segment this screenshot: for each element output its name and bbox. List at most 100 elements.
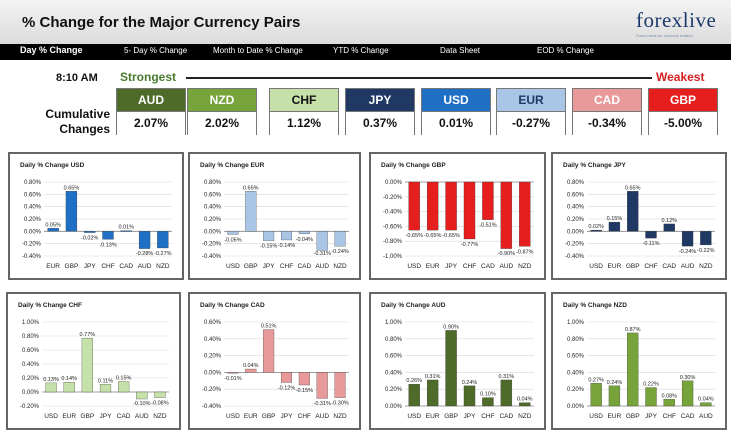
- y-tick-label: -0.20%: [565, 242, 585, 248]
- y-tick-label: -0.20%: [202, 242, 222, 248]
- data-label: 0.90%: [443, 324, 459, 330]
- x-tick-label: EUR: [608, 263, 622, 270]
- bar: [700, 402, 712, 407]
- bar: [590, 229, 602, 232]
- chart-title: Daily % Change EUR: [200, 162, 265, 169]
- x-tick-label: USD: [589, 263, 603, 270]
- bar: [245, 191, 257, 232]
- chart-gbp: 0.00% -0.20% -0.40% -0.60% -0.80% -1.00% -0.65…: [383, 180, 534, 270]
- bar: [426, 379, 439, 407]
- data-label: 0.24%: [462, 380, 478, 386]
- y-tick-label: 0.40%: [567, 370, 585, 376]
- x-tick-label: GBP: [80, 413, 94, 420]
- data-label: 0.15%: [607, 216, 623, 222]
- x-tick-label: JPY: [445, 263, 458, 270]
- chart-title: Daily % Change USD: [20, 162, 85, 169]
- chart-nzd: 1.00% 0.80% 0.60% 0.40% 0.20% 0.00% 0.27% USD 0.…: [567, 320, 715, 420]
- data-label: 0.13%: [43, 377, 59, 383]
- currency-box-cad: CAD -0.34%: [572, 88, 642, 135]
- x-tick-label: EUR: [46, 263, 60, 270]
- y-tick-label: 0.00%: [567, 404, 585, 410]
- chart-aud: 1.00% 0.80% 0.60% 0.40% 0.20% 0.00% 0.26% USD 0.…: [385, 320, 534, 420]
- bar: [645, 387, 657, 407]
- x-tick-label: GBP: [244, 263, 258, 270]
- bar: [482, 181, 494, 220]
- logo-text: forexlive: [636, 8, 717, 32]
- x-tick-label: CAD: [681, 413, 695, 420]
- currency-code: EUR: [497, 89, 565, 111]
- data-label: -0.65%: [405, 233, 423, 239]
- bar: [590, 383, 602, 407]
- chart-panel-gbp: Daily % Change GBP 0.00% -0.20% -0.40% -0.6…: [369, 152, 546, 280]
- y-tick-label: 0.80%: [567, 180, 585, 186]
- y-tick-label: 0.80%: [24, 180, 42, 186]
- x-tick-label: CHF: [101, 263, 114, 270]
- time-stamp: 8:10 AM: [56, 72, 98, 84]
- data-label: -0.65%: [424, 233, 442, 239]
- ranking-line: [186, 77, 652, 79]
- currency-box-jpy: JPY 0.37%: [345, 88, 415, 135]
- y-tick-label: 0.40%: [24, 205, 42, 211]
- data-label: 0.51%: [261, 324, 277, 330]
- y-tick-label: -0.60%: [383, 224, 403, 230]
- bar: [463, 385, 476, 407]
- y-tick-label: 0.00%: [24, 229, 42, 235]
- data-label: -0.14%: [278, 243, 296, 249]
- data-label: 0.10%: [480, 392, 496, 398]
- chart-title: Daily % Change NZD: [563, 302, 627, 309]
- data-label: -0.22%: [697, 248, 715, 254]
- y-tick-label: 0.00%: [204, 229, 222, 235]
- nav-eod-change[interactable]: EOD % Change: [537, 46, 594, 55]
- bar: [298, 231, 310, 234]
- chart-title: Daily % Change GBP: [381, 162, 446, 169]
- nav-data-sheet[interactable]: Data Sheet: [440, 46, 481, 55]
- chart-jpy: 0.80% 0.60% 0.40% 0.20% 0.00% -0.20% -0.40% 0.0…: [565, 180, 715, 270]
- data-label: -0.15%: [260, 244, 278, 250]
- x-tick-label: CHF: [481, 413, 494, 420]
- data-label: 0.02%: [588, 224, 604, 230]
- chart-panel-eur: Daily % Change EUR 0.80% 0.60% 0.40% 0.20% 0…: [188, 152, 361, 280]
- y-tick-label: 0.60%: [204, 320, 222, 326]
- header-bar: % Change for the Major Currency Pairs fo…: [0, 0, 731, 45]
- x-tick-label: JPY: [84, 263, 97, 270]
- x-tick-label: CAD: [297, 263, 311, 270]
- data-label: 0.65%: [625, 185, 641, 191]
- x-tick-label: AUD: [138, 263, 152, 270]
- strongest-label: Strongest: [120, 70, 177, 84]
- data-label: 0.26%: [406, 378, 422, 384]
- chart-panel-chf: Daily % Change CHF 1.00% 0.80% 0.60% 0.40% 0…: [6, 292, 181, 430]
- nav-5day-change[interactable]: 5- Day % Change: [124, 46, 188, 55]
- data-label: 0.05%: [45, 222, 61, 228]
- x-tick-label: JPY: [100, 413, 113, 420]
- x-tick-label: NZD: [699, 263, 713, 270]
- chart-panel-nzd: Daily % Change NZD 1.00% 0.80% 0.60% 0.40% 0…: [551, 292, 727, 430]
- x-tick-label: CHF: [280, 263, 293, 270]
- currency-change-value: -0.27%: [497, 111, 565, 135]
- x-tick-label: NZD: [518, 263, 532, 270]
- data-label: -0.51%: [479, 223, 497, 229]
- x-tick-label: CHF: [663, 413, 676, 420]
- x-tick-label: AUD: [699, 413, 713, 420]
- bar: [245, 368, 257, 373]
- bar: [663, 223, 675, 232]
- bar: [47, 228, 59, 232]
- data-label: 0.22%: [643, 382, 659, 388]
- data-label: -0.12%: [278, 385, 296, 391]
- bar: [263, 231, 275, 241]
- y-tick-label: -0.80%: [383, 239, 403, 245]
- currency-change-value: -5.00%: [649, 111, 717, 135]
- y-tick-label: 0.40%: [567, 205, 585, 211]
- bar: [102, 231, 114, 240]
- bar: [118, 381, 130, 393]
- nav-ytd-change[interactable]: YTD % Change: [333, 46, 389, 55]
- bar: [500, 379, 513, 407]
- bar: [157, 231, 169, 249]
- nav-day-change[interactable]: Day % Change: [20, 45, 83, 55]
- nav-bar: Day % Change 5- Day % Change Month to Da…: [0, 44, 731, 60]
- y-tick-label: 0.00%: [567, 229, 585, 235]
- currency-code: USD: [422, 89, 490, 111]
- y-tick-label: -1.00%: [383, 254, 403, 260]
- forexlive-logo[interactable]: forexlive Forex news for currency trader…: [630, 8, 720, 38]
- nav-mtd-change[interactable]: Month to Date % Change: [213, 46, 303, 55]
- chart-cad: 0.60% 0.40% 0.20% 0.00% -0.20% -0.40% -0.01% US…: [202, 320, 349, 420]
